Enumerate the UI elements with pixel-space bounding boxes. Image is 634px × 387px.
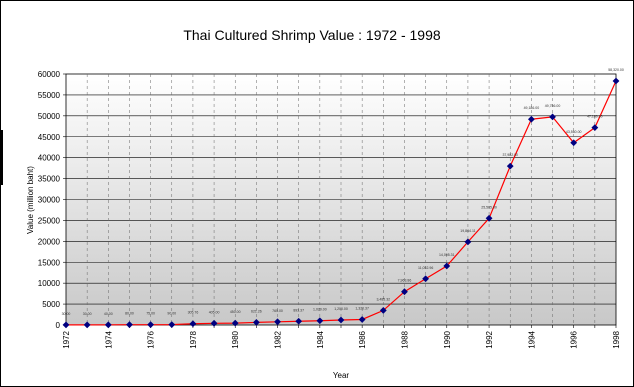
data-point-1983 bbox=[295, 317, 303, 325]
data-labels: 30.00 30.00 40.00 80.00 75.00 90.00 305.76 405.… bbox=[62, 68, 624, 316]
data-point-1986 bbox=[358, 316, 366, 323]
data-label-1984: 1,020.00 bbox=[313, 308, 327, 312]
x-tick-label: 1994 bbox=[527, 330, 536, 348]
data-point-1995 bbox=[549, 113, 556, 121]
x-tick-label: 1972 bbox=[62, 330, 71, 348]
data-point-1988 bbox=[401, 288, 408, 296]
data-label-1998: 58,320.00 bbox=[608, 68, 624, 72]
data-label-1975: 80.00 bbox=[125, 312, 134, 316]
data-label-1986: 1,320.37 bbox=[355, 306, 369, 310]
data-label-1987: 3,485.32 bbox=[376, 297, 390, 301]
x-axis-label: Year bbox=[333, 371, 350, 380]
y-tick-label: 20000 bbox=[38, 237, 61, 246]
data-point-1974 bbox=[104, 321, 112, 329]
y-axis-ticks: 0 5000 10000 15000 20000 25000 30000 35000 40000… bbox=[38, 70, 66, 330]
data-point-1985 bbox=[337, 316, 345, 324]
data-label-1976: 75.00 bbox=[146, 312, 155, 316]
data-label-1978: 305.76 bbox=[188, 311, 199, 315]
x-tick-label: 1996 bbox=[570, 330, 579, 348]
y-axis-label: Value (million baht) bbox=[26, 166, 35, 234]
data-point-1977 bbox=[168, 321, 176, 329]
data-label-1991: 19,864.11 bbox=[460, 229, 475, 233]
data-label-1996: 43,560.00 bbox=[566, 130, 582, 134]
data-label-1982: 765.00 bbox=[272, 309, 283, 313]
data-label-1977: 90.00 bbox=[167, 312, 176, 316]
x-axis-ticks: 1972 1974 1976 1978 1980 1982 1984 1986 1988 1990… bbox=[62, 325, 621, 349]
data-label-1990: 14,095.31 bbox=[439, 253, 455, 257]
x-tick-label: 1980 bbox=[231, 330, 240, 348]
data-label-1985: 1,200.00 bbox=[334, 307, 348, 311]
data-label-1979: 405.00 bbox=[209, 310, 220, 314]
data-label-1989: 11,052.96 bbox=[418, 266, 433, 270]
data-label-1993: 37,982.00 bbox=[502, 153, 518, 157]
x-tick-label: 1974 bbox=[104, 330, 113, 348]
y-tick-label: 5000 bbox=[42, 300, 60, 309]
data-label-1974: 40.00 bbox=[104, 312, 113, 316]
data-label-1995: 49,756.00 bbox=[545, 104, 561, 108]
x-tick-label: 1978 bbox=[189, 330, 198, 348]
x-tick-label: 1982 bbox=[274, 330, 283, 348]
y-tick-label: 25000 bbox=[38, 216, 61, 225]
data-label-1980: 450.00 bbox=[230, 310, 241, 314]
chart-title: Thai Cultured Shrimp Value : 1972 - 1998 bbox=[183, 27, 441, 43]
data-point-1997 bbox=[591, 124, 599, 132]
data-point-1972 bbox=[62, 321, 70, 329]
data-point-1987 bbox=[379, 307, 387, 314]
data-label-1988: 7,963.86 bbox=[398, 279, 412, 283]
data-point-1990 bbox=[443, 262, 451, 270]
y-tick-label: 60000 bbox=[38, 70, 61, 79]
data-point-1992 bbox=[485, 214, 493, 222]
data-label-1972: 30.00 bbox=[62, 312, 71, 316]
x-tick-label: 1998 bbox=[612, 330, 621, 348]
y-tick-label: 0 bbox=[56, 321, 61, 330]
data-point-1973 bbox=[83, 321, 91, 329]
data-point-1980 bbox=[231, 319, 239, 327]
series-markers bbox=[62, 77, 620, 329]
data-point-1996 bbox=[570, 139, 578, 147]
y-tick-label: 30000 bbox=[38, 196, 61, 205]
data-label-1973: 30.00 bbox=[83, 312, 92, 316]
y-tick-label: 55000 bbox=[38, 91, 61, 100]
data-label-1981: 621.26 bbox=[251, 309, 262, 313]
y-tick-label: 10000 bbox=[38, 279, 61, 288]
data-label-1992: 25,505.00 bbox=[481, 205, 497, 209]
data-point-1991 bbox=[464, 238, 472, 246]
data-point-1998 bbox=[612, 77, 620, 85]
left-edge-bar bbox=[0, 130, 3, 185]
x-tick-label: 1976 bbox=[147, 330, 156, 348]
x-tick-label: 1986 bbox=[358, 330, 367, 348]
data-point-1994 bbox=[527, 115, 535, 123]
data-point-1982 bbox=[274, 318, 281, 326]
x-tick-label: 1990 bbox=[443, 330, 452, 348]
data-label-1994: 49,186.00 bbox=[524, 106, 540, 110]
data-point-1984 bbox=[316, 317, 324, 325]
data-point-1976 bbox=[147, 321, 155, 329]
y-tick-label: 45000 bbox=[38, 133, 61, 142]
x-tick-label: 1984 bbox=[316, 330, 325, 348]
data-point-1978 bbox=[189, 320, 197, 328]
data-point-1981 bbox=[252, 319, 260, 326]
data-label-1997: 47,180.00 bbox=[587, 115, 603, 119]
y-tick-label: 15000 bbox=[38, 258, 61, 267]
data-label-1983: 893.37 bbox=[293, 308, 304, 312]
data-point-1989 bbox=[422, 275, 430, 283]
y-tick-label: 50000 bbox=[38, 112, 61, 121]
data-point-1993 bbox=[506, 162, 514, 170]
x-tick-label: 1988 bbox=[400, 330, 409, 348]
data-point-1979 bbox=[210, 319, 218, 327]
y-tick-label: 35000 bbox=[38, 175, 61, 184]
data-point-1975 bbox=[126, 321, 133, 329]
x-tick-label: 1992 bbox=[485, 330, 494, 348]
y-tick-label: 40000 bbox=[38, 154, 61, 163]
